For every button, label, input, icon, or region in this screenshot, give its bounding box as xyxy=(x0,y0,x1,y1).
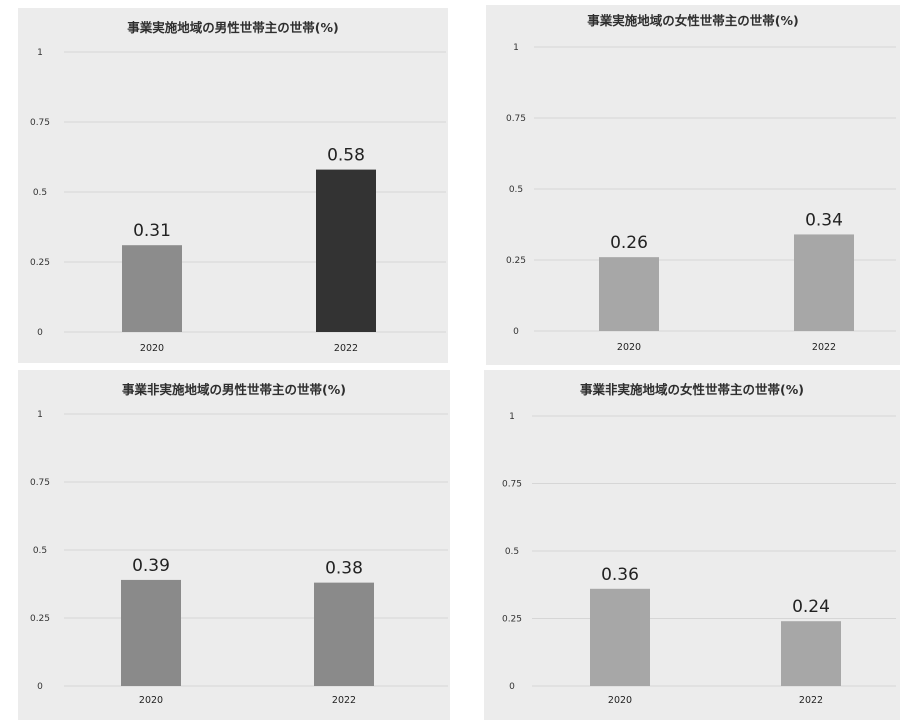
y-tick-label: 0 xyxy=(37,682,43,692)
y-tick-label: 0.5 xyxy=(33,546,47,556)
chart-title: 事業非実施地域の男性世帯主の世帯(%) xyxy=(122,382,346,397)
chart-panel-1: 事業実施地域の男性世帯主の世帯(%) 0 0.25 0.5 0.75 1 0.31 2020 0… xyxy=(18,8,448,363)
chart-panel-2: 事業実施地域の女性世帯主の世帯(%) 0 0.25 0.5 0.75 1 0.26 2020 0… xyxy=(486,5,900,365)
chart-svg: 事業実施地域の女性世帯主の世帯(%) 0 0.25 0.5 0.75 1 0.26 2020 0… xyxy=(506,13,896,353)
x-tick-label: 2020 xyxy=(140,343,164,354)
y-tick-label: 0.25 xyxy=(506,256,526,266)
x-tick-label: 2022 xyxy=(334,343,358,354)
y-tick-label: 0.75 xyxy=(30,118,50,128)
data-label: 0.36 xyxy=(601,565,639,585)
y-tick-label: 1 xyxy=(37,48,43,58)
y-tick-label: 0.25 xyxy=(502,615,522,625)
chart-svg: 事業実施地域の男性世帯主の世帯(%) 0 0.25 0.5 0.75 1 0.31 2020 0… xyxy=(30,20,446,354)
x-tick-label: 2020 xyxy=(617,342,641,353)
x-tick-label: 2022 xyxy=(812,342,836,353)
data-label: 0.26 xyxy=(610,233,648,253)
chart-svg: 事業非実施地域の女性世帯主の世帯(%) 0 0.25 0.5 0.75 1 0.36 2020… xyxy=(502,382,896,706)
y-tick-label: 0.5 xyxy=(509,185,523,195)
data-label: 0.31 xyxy=(133,221,171,241)
bar xyxy=(781,621,841,686)
y-tick-label: 0.75 xyxy=(506,114,526,124)
y-tick-label: 0 xyxy=(513,327,519,337)
bar xyxy=(590,588,650,686)
y-tick-label: 0.75 xyxy=(30,478,50,488)
y-tick-label: 0.5 xyxy=(505,547,519,557)
chart-panel-4: 事業非実施地域の女性世帯主の世帯(%) 0 0.25 0.5 0.75 1 0.36 2020… xyxy=(484,370,900,720)
y-tick-label: 0 xyxy=(509,682,515,692)
y-tick-label: 1 xyxy=(513,43,519,53)
x-tick-label: 2020 xyxy=(608,695,632,706)
bar xyxy=(794,234,854,331)
y-tick-label: 0.75 xyxy=(502,480,522,490)
chart-title: 事業非実施地域の女性世帯主の世帯(%) xyxy=(580,382,804,397)
chart-title: 事業実施地域の女性世帯主の世帯(%) xyxy=(587,13,798,28)
data-label: 0.58 xyxy=(327,146,365,166)
chart-svg: 事業非実施地域の男性世帯主の世帯(%) 0 0.25 0.5 0.75 1 0.39 2020… xyxy=(30,382,448,706)
y-tick-label: 0.25 xyxy=(30,258,50,268)
y-tick-label: 0.25 xyxy=(30,614,50,624)
x-tick-label: 2020 xyxy=(139,695,163,706)
data-label: 0.24 xyxy=(792,597,830,617)
bar xyxy=(316,169,376,332)
y-tick-label: 0 xyxy=(37,328,43,338)
x-tick-label: 2022 xyxy=(332,695,356,706)
x-tick-label: 2022 xyxy=(799,695,823,706)
y-tick-label: 0.5 xyxy=(33,188,47,198)
data-label: 0.34 xyxy=(805,210,843,230)
chart-panel-3: 事業非実施地域の男性世帯主の世帯(%) 0 0.25 0.5 0.75 1 0.39 2020… xyxy=(18,370,450,720)
bar xyxy=(599,257,659,331)
bar xyxy=(314,582,374,686)
data-label: 0.38 xyxy=(325,559,363,579)
bar xyxy=(122,245,182,332)
y-tick-label: 1 xyxy=(37,410,43,420)
bar xyxy=(121,579,181,686)
data-label: 0.39 xyxy=(132,556,170,576)
y-tick-label: 1 xyxy=(509,412,515,422)
chart-title: 事業実施地域の男性世帯主の世帯(%) xyxy=(127,20,338,35)
